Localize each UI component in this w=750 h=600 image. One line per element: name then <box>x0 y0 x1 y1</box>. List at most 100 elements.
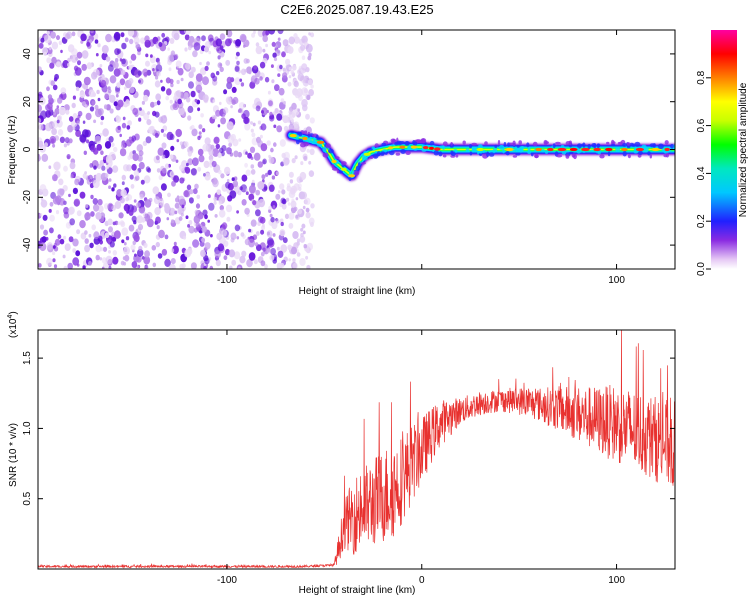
noise-speckle <box>257 161 263 168</box>
noise-speckle <box>248 184 256 194</box>
noise-speckle <box>282 67 286 72</box>
noise-speckle <box>79 191 86 199</box>
noise-speckle <box>156 100 161 106</box>
noise-speckle <box>173 241 177 246</box>
noise-speckle <box>131 261 138 269</box>
noise-speckle <box>100 150 104 155</box>
noise-speckle <box>206 61 210 66</box>
noise-speckle <box>179 209 183 214</box>
noise-speckle <box>303 76 307 81</box>
top-y-tick-label: -20 <box>22 190 33 205</box>
noise-speckle <box>225 181 231 189</box>
noise-speckle <box>191 66 196 73</box>
noise-speckle <box>261 174 266 180</box>
noise-speckle <box>247 152 253 159</box>
noise-speckle <box>131 163 137 171</box>
noise-speckle <box>100 79 107 87</box>
noise-speckle <box>112 165 119 173</box>
noise-speckle <box>107 88 112 94</box>
noise-speckle <box>237 266 241 269</box>
noise-speckle <box>105 33 112 43</box>
ridge-speckle <box>664 140 669 145</box>
noise-speckle <box>84 238 89 244</box>
noise-speckle <box>101 165 106 171</box>
noise-speckle <box>225 38 232 47</box>
noise-speckle <box>56 119 60 124</box>
noise-speckle <box>235 51 240 57</box>
noise-speckle <box>79 134 87 143</box>
colorbar-label: Normalized spectral amplitude <box>738 82 749 217</box>
svg-text:(x104): (x104) <box>7 311 19 338</box>
noise-speckle <box>154 208 159 214</box>
noise-speckle <box>63 143 67 148</box>
ridge-hotspot <box>434 147 441 151</box>
noise-speckle <box>89 242 94 249</box>
noise-speckle <box>214 214 218 218</box>
noise-speckle <box>294 155 298 160</box>
ridge-speckle <box>622 142 627 147</box>
noise-speckle <box>188 197 194 204</box>
noise-speckle <box>50 31 56 39</box>
noise-speckle <box>86 41 91 47</box>
noise-speckle <box>102 246 108 252</box>
noise-speckle <box>60 87 67 95</box>
noise-speckle <box>44 142 48 148</box>
noise-speckle <box>176 195 180 199</box>
ridge-speckle <box>520 146 525 149</box>
noise-speckle <box>172 102 179 111</box>
ridge-speckle <box>577 143 582 149</box>
ridge-speckle <box>663 154 668 158</box>
y-multiplier: (x104) <box>7 311 19 338</box>
noise-speckle <box>49 135 57 145</box>
noise-speckle <box>230 237 235 243</box>
noise-speckle <box>202 209 208 216</box>
ridge-speckle <box>534 153 539 159</box>
noise-speckle <box>278 190 281 194</box>
noise-speckle <box>266 140 271 146</box>
noise-speckle <box>305 113 310 120</box>
noise-speckle <box>97 205 104 213</box>
noise-speckle <box>52 120 59 129</box>
noise-speckle <box>126 125 131 130</box>
noise-speckle <box>282 39 289 47</box>
ridge-speckle <box>631 143 636 147</box>
noise-speckle <box>308 89 314 97</box>
noise-speckle <box>305 212 311 219</box>
noise-speckle <box>236 236 240 240</box>
noise-speckle <box>123 242 127 246</box>
noise-speckle <box>38 117 42 124</box>
noise-speckle <box>157 61 161 66</box>
noise-speckle <box>93 231 100 240</box>
noise-speckle <box>161 142 167 149</box>
noise-speckle <box>137 70 142 76</box>
noise-speckle <box>76 229 81 235</box>
noise-speckle <box>115 126 122 134</box>
noise-speckle <box>215 109 221 117</box>
noise-speckle <box>175 197 180 203</box>
noise-speckle <box>250 169 256 175</box>
noise-speckle <box>175 128 182 138</box>
noise-speckle <box>164 234 169 240</box>
noise-speckle <box>132 240 137 246</box>
ridge-speckle <box>307 133 311 138</box>
noise-speckle <box>101 44 109 54</box>
noise-speckle <box>224 166 231 175</box>
noise-speckle <box>38 140 44 148</box>
noise-speckle <box>240 184 248 193</box>
noise-speckle <box>51 128 57 136</box>
noise-speckle <box>74 178 80 186</box>
noise-speckle <box>301 99 308 108</box>
noise-speckle <box>169 154 174 160</box>
noise-speckle <box>203 160 210 169</box>
noise-speckle <box>70 54 78 63</box>
noise-speckle <box>204 65 209 71</box>
ridge-speckle <box>325 143 331 149</box>
noise-speckle <box>296 241 300 246</box>
noise-speckle <box>220 117 227 125</box>
ridge-speckle <box>328 148 334 154</box>
noise-speckle <box>147 111 151 115</box>
noise-speckle <box>289 179 294 184</box>
noise-speckle <box>268 156 275 164</box>
noise-speckle <box>307 79 313 85</box>
ridge-speckle <box>515 152 521 156</box>
